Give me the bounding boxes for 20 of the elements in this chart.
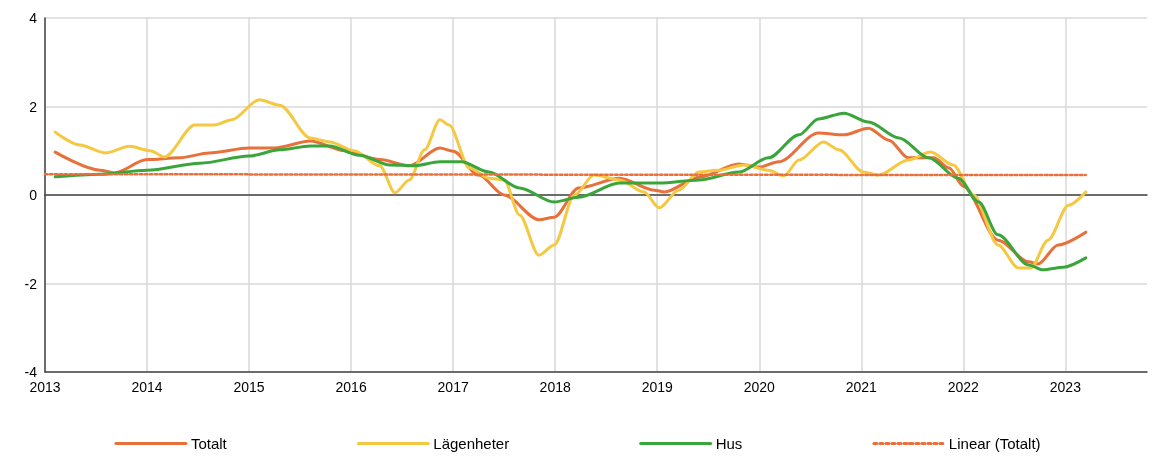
x-tick-label: 2016 [335,379,367,395]
x-tick-label: 2014 [131,379,163,395]
y-tick-label: -4 [24,364,38,380]
x-tick-label: 2017 [437,379,469,395]
x-tick-label: 2013 [29,379,61,395]
x-tick-label: 2015 [233,379,265,395]
x-tick-label: 2019 [641,379,673,395]
legend-label: Lägenheter [433,435,510,452]
y-tick-label: -2 [24,275,38,292]
legend-label: Totalt [190,435,228,452]
x-tick-label: 2020 [743,379,776,395]
y-tick-label: 4 [29,10,38,26]
legend-label: Linear (Totalt) [948,435,1041,452]
x-tick-label: 2022 [947,379,980,395]
x-tick-label: 2023 [1049,379,1082,395]
y-tick-label: 0 [29,187,38,203]
x-tick-label: 2021 [845,379,878,395]
x-tick-label: 2018 [539,379,571,395]
legend-label: Hus [715,435,743,452]
y-tick-label: 2 [29,98,38,115]
